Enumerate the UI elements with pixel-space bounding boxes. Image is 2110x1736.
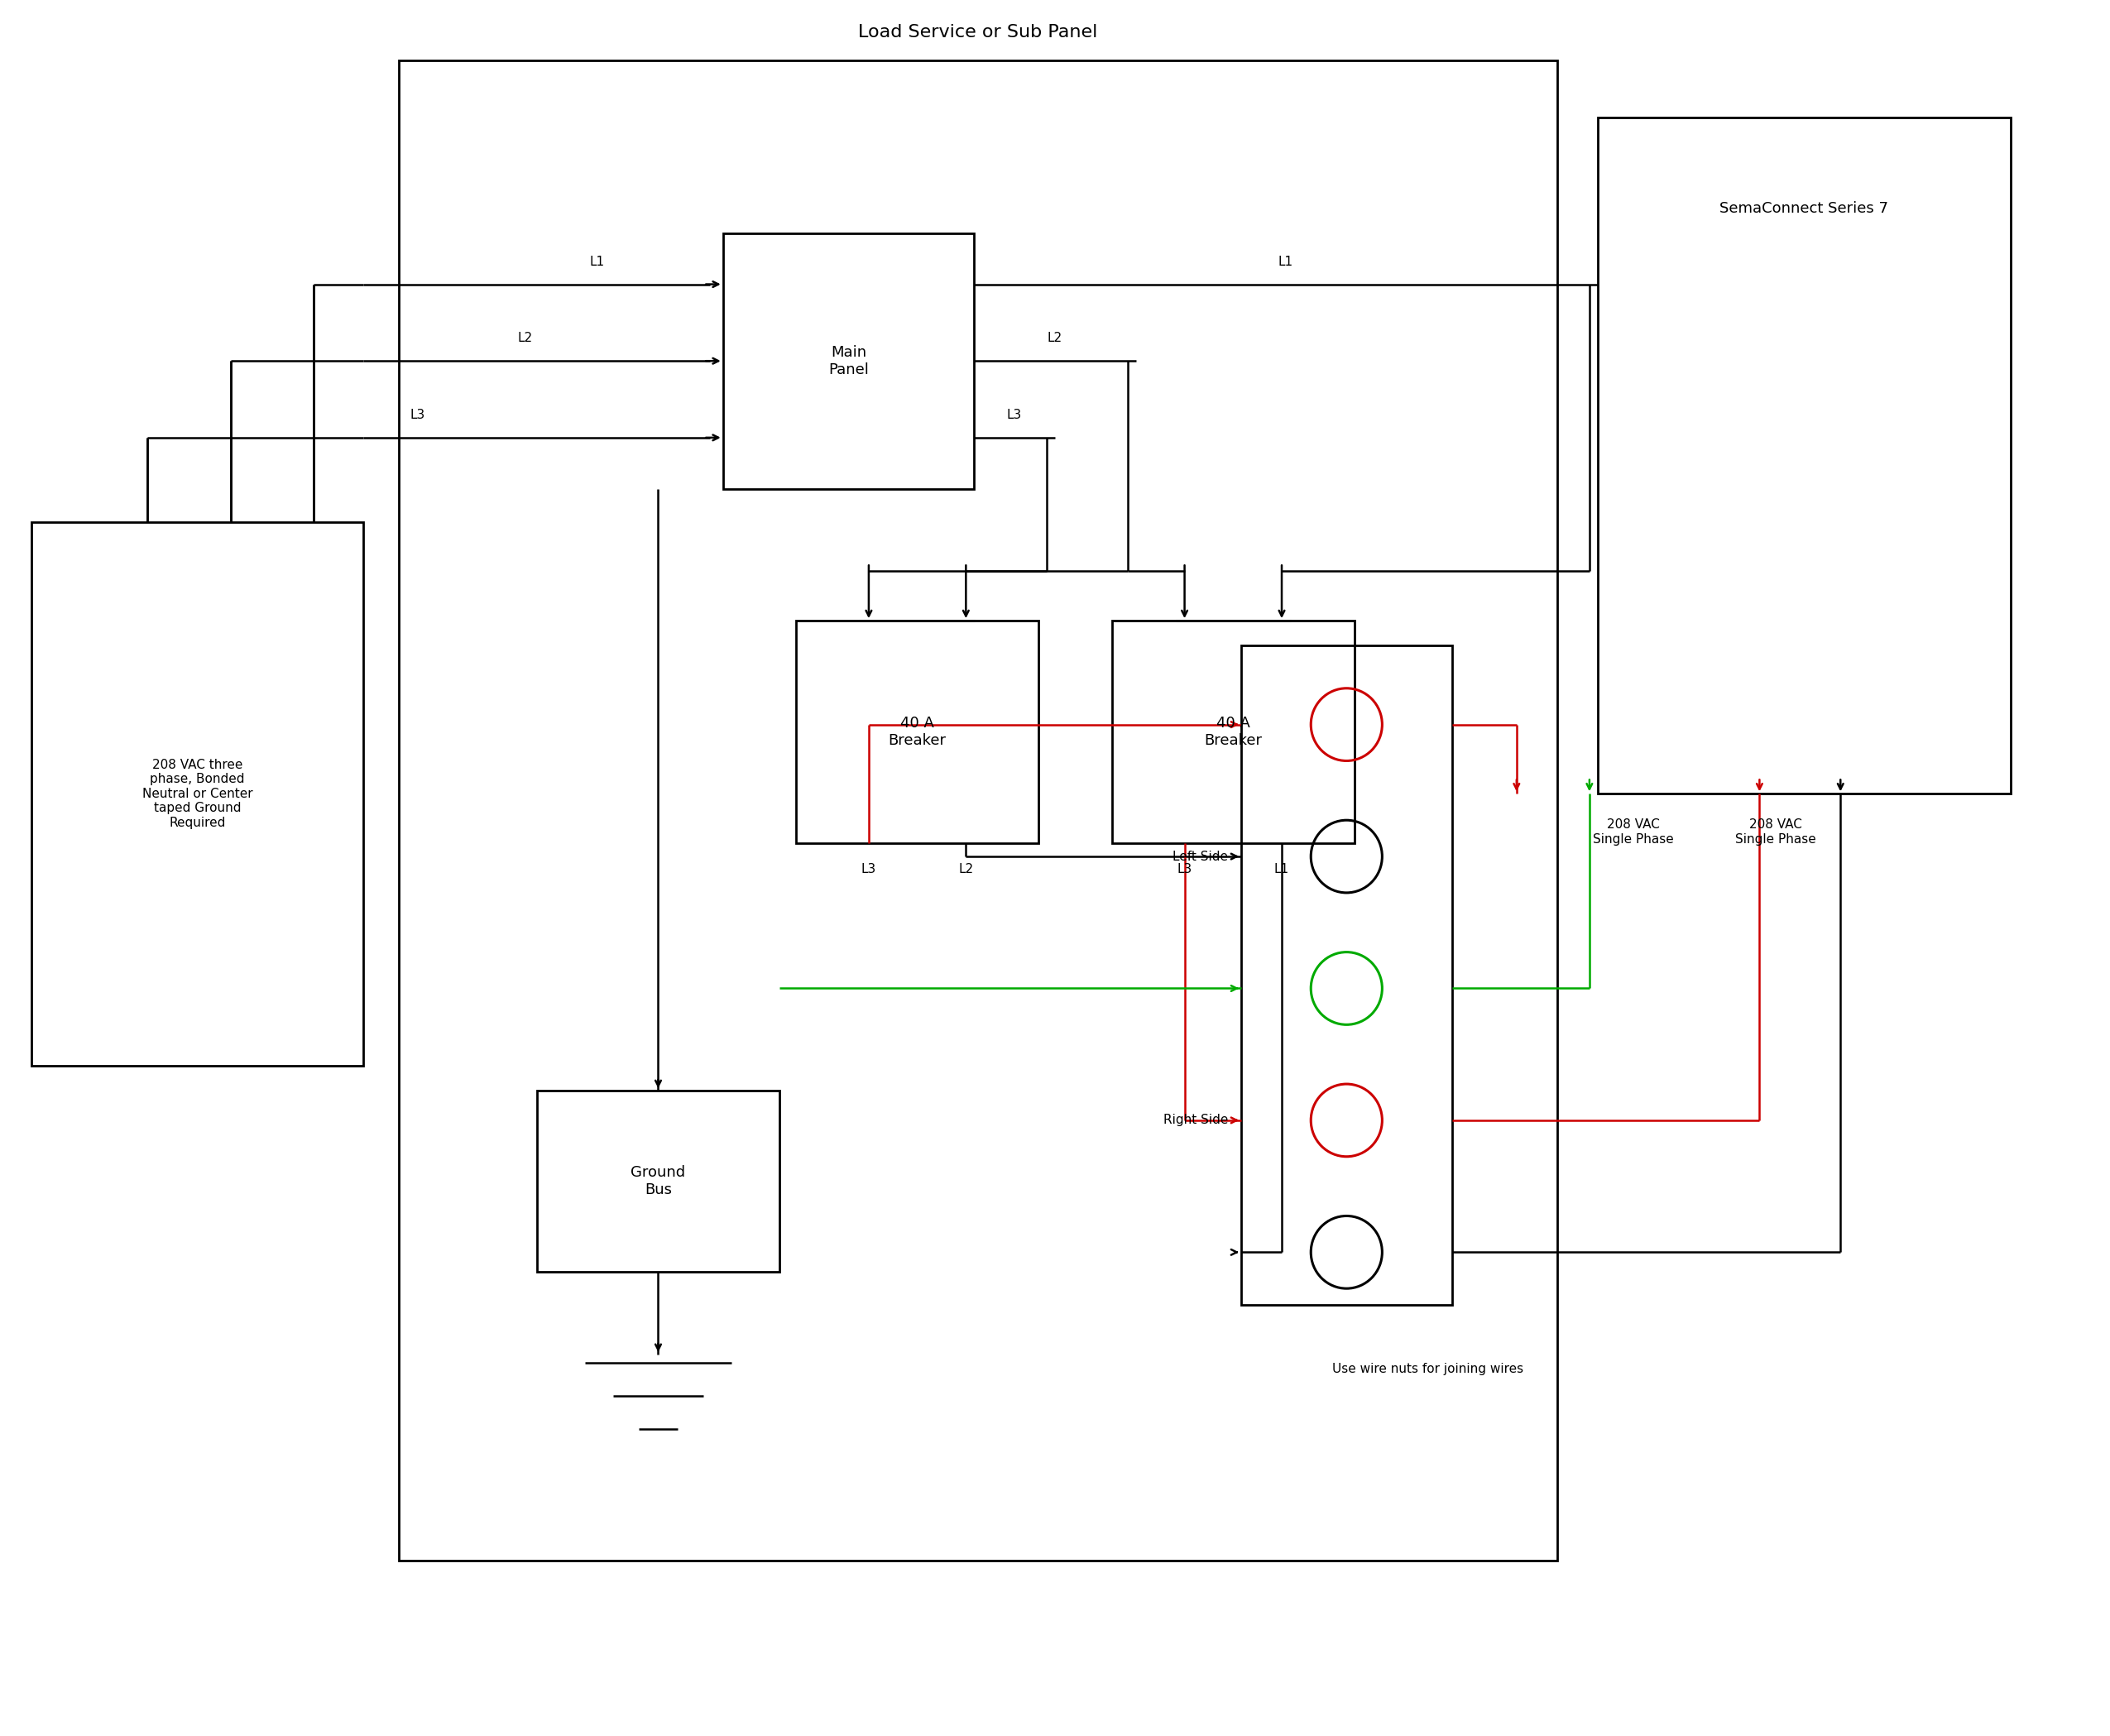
Bar (1112, 621, 1355, 844)
Bar (795, 621, 1038, 844)
Bar (1241, 646, 1452, 1305)
Text: L1: L1 (1274, 863, 1289, 875)
Text: L2: L2 (1047, 332, 1063, 344)
Text: Load Service or Sub Panel: Load Service or Sub Panel (859, 24, 1097, 40)
Text: L1: L1 (589, 255, 606, 267)
Text: Use wire nuts for joining wires: Use wire nuts for joining wires (1331, 1363, 1523, 1375)
Text: L3: L3 (861, 863, 876, 875)
Text: L3: L3 (1006, 408, 1021, 422)
Text: 208 VAC three
phase, Bonded
Neutral or Center
taped Ground
Required: 208 VAC three phase, Bonded Neutral or C… (141, 759, 253, 828)
Bar (399, 61, 1557, 1561)
Bar (1597, 118, 2011, 793)
Text: L2: L2 (958, 863, 973, 875)
Text: L3: L3 (1177, 863, 1192, 875)
Text: 208 VAC
Single Phase: 208 VAC Single Phase (1734, 819, 1817, 845)
Text: Left Side: Left Side (1173, 851, 1228, 863)
Text: Main
Panel: Main Panel (829, 345, 869, 377)
Text: L1: L1 (1279, 255, 1293, 267)
Bar (536, 1090, 781, 1272)
Text: Right Side: Right Side (1163, 1115, 1228, 1127)
Text: SemaConnect Series 7: SemaConnect Series 7 (1720, 201, 1888, 215)
Text: 40 A
Breaker: 40 A Breaker (888, 715, 945, 748)
Text: Ground
Bus: Ground Bus (631, 1165, 686, 1198)
Text: L3: L3 (409, 408, 424, 422)
Text: L2: L2 (517, 332, 532, 344)
Bar (724, 233, 975, 490)
Bar (32, 523, 363, 1066)
Text: 40 A
Breaker: 40 A Breaker (1205, 715, 1262, 748)
Text: 208 VAC
Single Phase: 208 VAC Single Phase (1593, 819, 1673, 845)
